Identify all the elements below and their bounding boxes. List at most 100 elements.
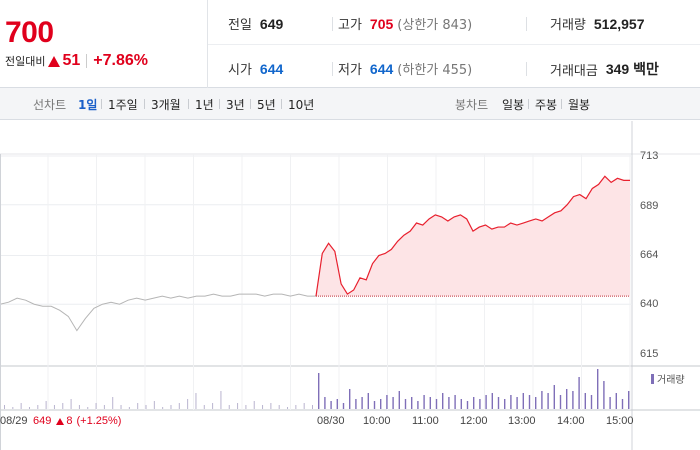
volume-bar	[70, 399, 72, 409]
row-divider	[208, 44, 700, 45]
today-price-line	[315, 175, 630, 297]
y-tick-label: 640	[640, 298, 659, 310]
volume-bar	[361, 397, 363, 409]
volume-legend-label: 거래량	[657, 375, 685, 386]
period-3years[interactable]: 3년	[226, 98, 245, 112]
prev-day-line	[0, 293, 316, 332]
volume-bar	[510, 395, 512, 409]
volume-bar	[522, 393, 524, 409]
prev-day-info: 649 8 (+1.25%)	[33, 415, 121, 427]
volume-bar	[145, 405, 147, 409]
x-tick-label: 11:00	[412, 415, 439, 427]
volume-bar	[429, 397, 431, 409]
volume-bar	[318, 373, 320, 409]
volume-bar	[245, 405, 247, 409]
volume-bar	[367, 393, 369, 409]
line-chart-label: 선차트	[33, 98, 67, 112]
y-tick-label: 689	[640, 200, 659, 212]
x-tick-label: 08/29	[0, 415, 28, 427]
x-tick-label: 10:00	[363, 415, 391, 427]
volume-bar	[535, 397, 537, 409]
volume-bar	[120, 405, 122, 409]
stat-label: 저가	[338, 63, 362, 78]
divider	[281, 99, 282, 109]
candle-daily[interactable]: 일봉	[502, 98, 525, 112]
divider	[219, 99, 220, 109]
volume-bar	[87, 407, 89, 409]
candle-weekly[interactable]: 주봉	[535, 98, 558, 112]
y-tick-label: 713	[640, 150, 659, 162]
volume-bar	[78, 405, 80, 409]
volume-bar	[386, 395, 388, 409]
price-chart	[0, 121, 700, 450]
divider	[526, 62, 527, 76]
period-1week[interactable]: 1주일	[108, 98, 138, 112]
quote-header: 700 전일대비 51 +7.86% 전일 649 고가 705 (상한가 84…	[0, 0, 700, 88]
volume-bar	[380, 399, 382, 409]
volume-bar	[103, 405, 105, 409]
stat-value: 705	[369, 15, 394, 32]
up-triangle-icon	[48, 55, 61, 67]
period-1day[interactable]: 1일	[78, 98, 98, 112]
stat-amount: 거래대금 349 백만	[550, 59, 659, 79]
volume-bar	[528, 395, 531, 409]
lower-limit: (하한가 455)	[397, 63, 473, 78]
volume-bar	[4, 405, 5, 409]
volume-bar	[504, 399, 506, 409]
volume-bar	[12, 407, 14, 409]
volume-bar	[597, 369, 599, 409]
period-3months[interactable]: 3개월	[151, 98, 181, 112]
volume-bar	[466, 401, 469, 409]
volume-bar	[270, 403, 272, 409]
volume-bar	[355, 399, 357, 409]
volume-bar	[615, 393, 617, 409]
x-tick-label: 15:00	[606, 415, 634, 427]
upper-limit: (상한가 843)	[397, 18, 473, 33]
price-box: 700 전일대비 51 +7.86%	[0, 0, 208, 88]
period-5years[interactable]: 5년	[257, 98, 276, 112]
volume-bar	[212, 403, 214, 409]
volume-bar	[398, 391, 400, 409]
volume-bar	[262, 405, 264, 409]
period-1year[interactable]: 1년	[195, 98, 214, 112]
change-percent: +7.86%	[93, 52, 148, 69]
candle-monthly[interactable]: 월봉	[568, 98, 591, 112]
stat-label: 거래대금	[550, 63, 598, 79]
volume-bar	[553, 385, 555, 409]
volume-bar	[621, 399, 624, 409]
stat-label: 시가	[228, 63, 252, 78]
stat-value: 649	[259, 15, 284, 32]
volume-bar	[435, 399, 438, 409]
y-tick-label: 615	[640, 348, 659, 360]
divider	[144, 99, 145, 109]
period-10years[interactable]: 10년	[288, 98, 315, 112]
volume-bar	[609, 397, 611, 409]
volume-bar	[295, 405, 297, 409]
volume-bar	[303, 403, 305, 409]
divider	[561, 99, 562, 109]
divider	[526, 17, 527, 31]
volume-bar	[203, 405, 205, 409]
volume-bar	[187, 399, 189, 409]
volume-bar	[37, 405, 39, 409]
volume-bar	[153, 401, 155, 409]
stat-value: 644	[369, 60, 394, 77]
change-value: 51	[62, 52, 81, 69]
volume-bar	[128, 407, 130, 409]
divider	[250, 99, 251, 109]
volume-bar	[45, 401, 47, 409]
volume-bar	[485, 395, 487, 409]
current-price: 700	[5, 16, 54, 49]
chart-canvas	[0, 121, 700, 450]
stat-volume: 거래량 512,957	[550, 14, 645, 34]
divider	[332, 62, 333, 76]
x-tick-label: 14:00	[557, 415, 585, 427]
up-triangle-icon	[56, 417, 65, 425]
volume-bar	[473, 397, 475, 409]
volume-bar	[349, 389, 351, 409]
volume-swatch	[651, 373, 654, 384]
divider	[188, 99, 189, 109]
volume-bar	[411, 397, 413, 409]
volume-bar	[20, 403, 22, 409]
volume-bar	[278, 405, 280, 409]
